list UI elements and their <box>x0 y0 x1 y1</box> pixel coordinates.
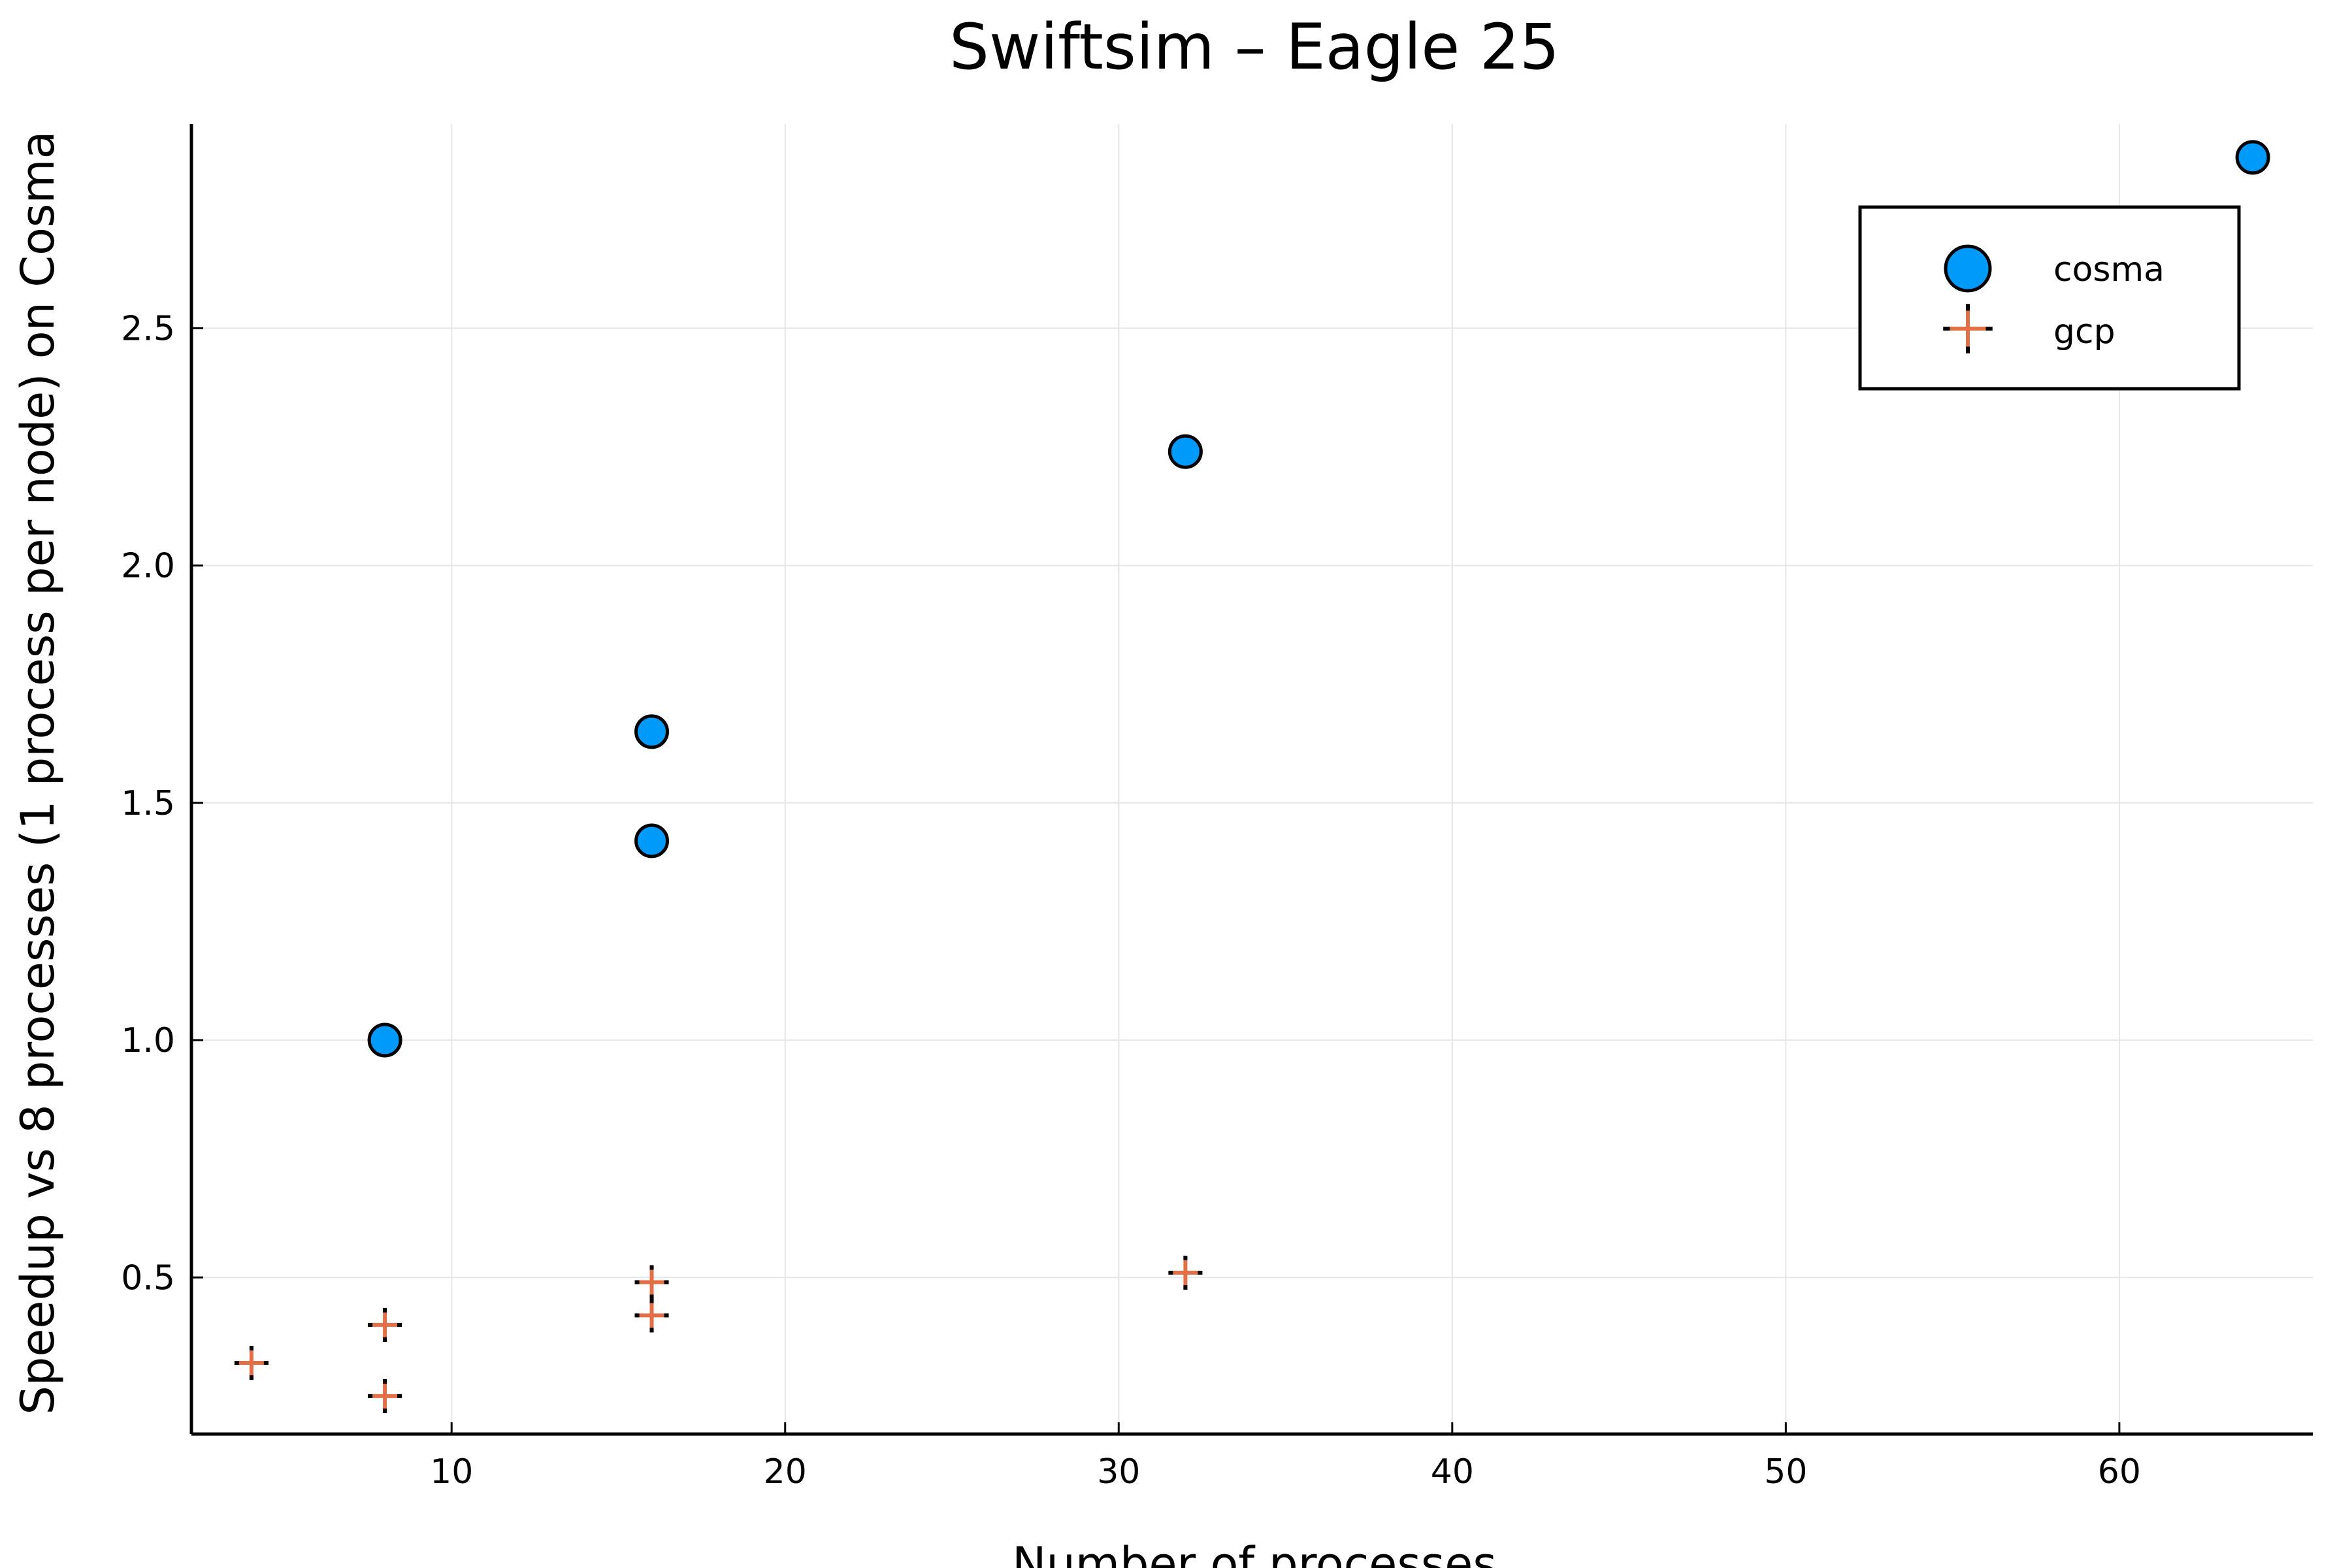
x-axis-label: Number of processes <box>1012 1537 1497 1568</box>
y-tick-label: 2.0 <box>121 547 175 586</box>
point-gcp <box>234 1346 269 1380</box>
point-cosma <box>367 1022 402 1058</box>
tick-labels: 10 20 30 40 50 60 0.5 1.0 1.5 2.0 2.5 <box>121 309 2141 1492</box>
legend-marker-gcp <box>1943 304 1993 353</box>
legend-marker-cosma <box>1944 244 1992 293</box>
x-tick-label: 10 <box>430 1452 473 1492</box>
y-tick-label: 1.0 <box>121 1021 175 1060</box>
point-cosma <box>1168 434 1203 469</box>
chart-title: Swiftsim – Eagle 25 <box>949 10 1560 84</box>
point-cosma <box>634 714 670 749</box>
y-tick-label: 1.5 <box>121 784 175 823</box>
x-tick-label: 60 <box>2098 1452 2141 1492</box>
legend-label-cosma: cosma <box>2053 250 2164 289</box>
data-points <box>234 140 2270 1413</box>
y-tick-label: 2.5 <box>121 309 175 348</box>
legend-label-gcp: gcp <box>2053 312 2115 351</box>
point-cosma <box>2235 140 2270 175</box>
legend-cross-gcp <box>1943 304 1993 353</box>
point-gcp <box>634 1265 669 1299</box>
y-tick-label: 0.5 <box>121 1258 175 1298</box>
point-gcp <box>368 1307 402 1342</box>
x-tick-label: 30 <box>1097 1452 1140 1492</box>
legend: cosma gcp <box>1858 205 2241 391</box>
legend-box <box>1858 205 2241 391</box>
axes <box>189 124 2313 1436</box>
x-tick-label: 40 <box>1431 1452 1474 1492</box>
x-tick-label: 50 <box>1764 1452 1807 1492</box>
y-axis-label: Speedup vs 8 processes (1 process per no… <box>11 131 65 1414</box>
point-cosma <box>634 823 670 858</box>
point-gcp <box>634 1298 669 1333</box>
x-tick-label: 20 <box>764 1452 807 1492</box>
point-gcp <box>1168 1256 1203 1290</box>
point-gcp <box>368 1379 402 1413</box>
